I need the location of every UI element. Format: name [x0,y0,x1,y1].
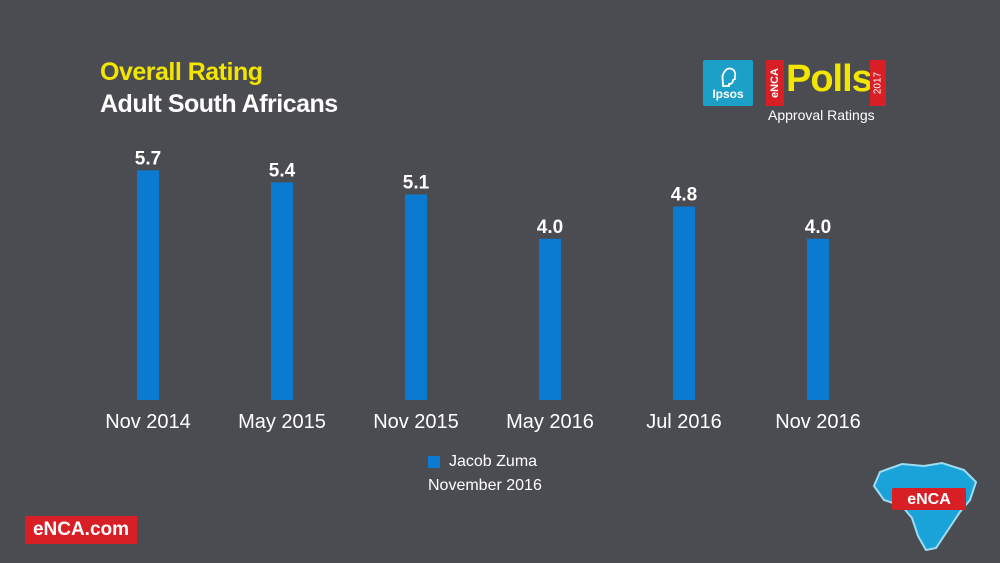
ipsos-logo-text: Ipsos [712,87,744,101]
bar-value-label: 5.4 [269,160,296,181]
bar [673,206,695,400]
profile-head-icon [721,67,737,87]
bar [137,170,159,400]
corner-logo-box [892,488,966,510]
polls-logo: eNCA Polls 2017 [766,58,886,106]
category-label: May 2016 [506,411,594,433]
chart-title: Overall Rating [100,58,263,86]
bar-value-label: 4.0 [537,217,563,238]
category-label: May 2015 [238,411,326,433]
polls-brand-box: eNCA [766,60,784,106]
bar [271,182,293,400]
bar-value-label: 5.1 [403,172,430,193]
bar [807,238,829,400]
corner-logo-text: eNCA [907,491,951,508]
polls-year-text: 2017 [872,71,884,95]
legend-note: November 2016 [428,477,542,494]
bar-value-label: 4.0 [805,217,831,238]
category-label: Nov 2014 [105,411,191,433]
legend-series-label: Jacob Zuma [449,453,538,470]
ipsos-logo: Ipsos [703,60,753,106]
africa-map-logo: eNCA [872,461,978,552]
bar-value-label: 4.8 [671,185,697,206]
polls-brand-text: eNCA [769,68,781,98]
bar-value-label: 5.7 [135,148,161,169]
polls-subtitle: Approval Ratings [768,107,875,123]
bar [405,194,427,400]
legend-swatch [428,456,440,468]
bar [539,238,561,400]
site-badge: eNCA.com [25,516,137,544]
polls-word: Polls [786,58,873,100]
category-label: Nov 2016 [775,411,861,433]
chart-subtitle: Adult South Africans [100,90,338,118]
category-label: Jul 2016 [646,411,722,433]
category-label: Nov 2015 [373,411,459,433]
polls-year-box: 2017 [870,60,886,106]
legend: Jacob Zuma November 2016 [428,453,542,495]
